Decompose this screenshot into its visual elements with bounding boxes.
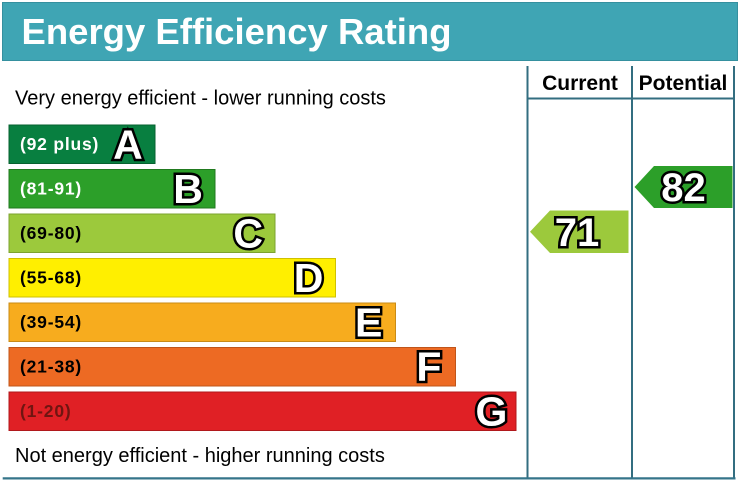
svg-text:(21-38): (21-38) (20, 356, 82, 376)
svg-text:E: E (355, 300, 382, 346)
svg-text:(69-80): (69-80) (20, 223, 82, 243)
svg-text:(55-68): (55-68) (20, 267, 82, 287)
svg-text:71: 71 (555, 211, 600, 255)
svg-text:B: B (173, 166, 203, 212)
svg-text:Very energy efficient - lower: Very energy efficient - lower running co… (15, 88, 386, 110)
svg-text:Not energy efficient - higher: Not energy efficient - higher running co… (15, 445, 385, 467)
svg-text:82: 82 (661, 166, 706, 210)
svg-text:Energy Efficiency Rating: Energy Efficiency Rating (22, 11, 452, 52)
svg-text:(39-54): (39-54) (20, 312, 82, 332)
svg-text:C: C (233, 211, 263, 257)
svg-text:Current: Current (542, 72, 618, 95)
svg-text:Potential: Potential (639, 72, 728, 95)
svg-text:(81-91): (81-91) (20, 178, 82, 198)
svg-text:A: A (113, 122, 143, 168)
svg-text:D: D (294, 255, 324, 301)
svg-text:(1-20): (1-20) (20, 401, 71, 421)
svg-text:F: F (416, 344, 441, 390)
svg-text:(92 plus): (92 plus) (20, 134, 99, 154)
svg-text:G: G (476, 389, 508, 435)
